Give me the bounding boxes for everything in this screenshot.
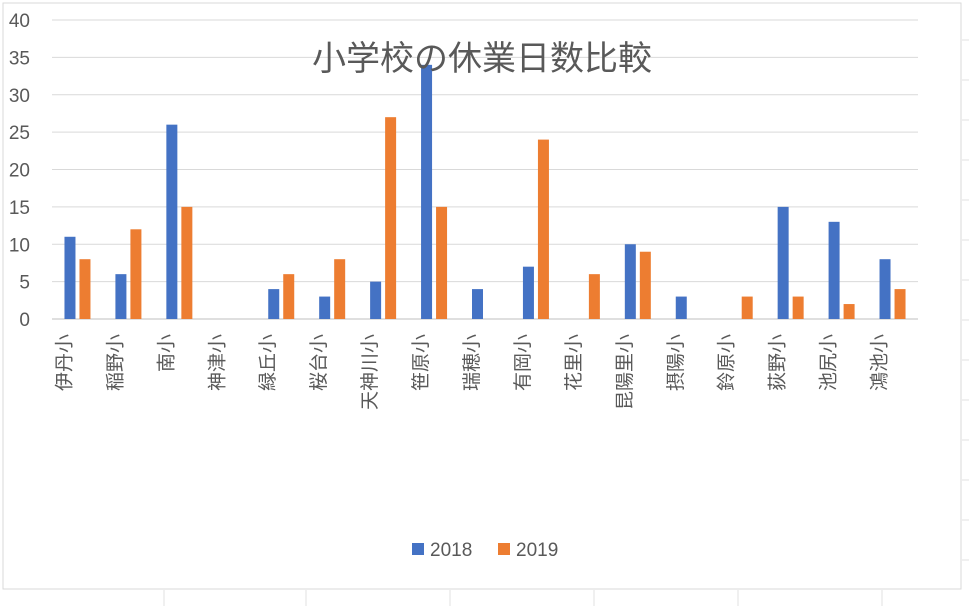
y-tick-label: 40	[9, 11, 30, 32]
x-tick-label: 桜台小	[308, 334, 330, 391]
bar-2018-桜台小	[319, 296, 331, 319]
bar-2018-荻野小	[777, 206, 789, 319]
bar-2019-緑丘小	[283, 274, 295, 319]
chart-title: 小学校の休業日数比較	[312, 39, 652, 79]
sheet-grid	[163, 39, 969, 606]
bar-2018-伊丹小	[64, 236, 76, 319]
bar-2019-花里小	[588, 274, 600, 319]
x-tick-label: 瑞穂小	[461, 334, 483, 391]
x-tick-label: 荻野小	[767, 334, 789, 391]
bar-2018-笹原小	[421, 64, 433, 319]
y-tick-label: 35	[9, 48, 30, 69]
x-tick-label: 鈴原小	[716, 334, 738, 391]
bar-2018-天神川小	[370, 281, 382, 319]
bar-2019-鴻池小	[894, 289, 906, 319]
bar-2018-鴻池小	[879, 259, 891, 319]
x-tick-label: 有岡小	[512, 334, 534, 391]
bar-2018-有岡小	[522, 266, 534, 319]
gridlines	[52, 19, 918, 320]
bar-2018-摂陽小	[675, 296, 687, 319]
bar-2019-有岡小	[537, 139, 549, 319]
x-tick-label: 鴻池小	[869, 334, 891, 391]
bar-2018-緑丘小	[268, 289, 280, 319]
bar-2019-稲野小	[130, 229, 142, 319]
y-tick-label: 0	[19, 310, 30, 331]
legend-label-2019: 2019	[516, 540, 558, 561]
bar-2019-天神川小	[385, 117, 397, 319]
x-tick-label: 天神川小	[359, 334, 381, 410]
y-tick-label: 10	[9, 235, 30, 256]
bar-2019-昆陽里小	[639, 251, 651, 319]
legend: 2018 2019	[412, 540, 558, 561]
x-axis-labels: 伊丹小 稲野小 南小 神津小 緑丘小 桜台小 天神川小 笹原小 瑞穂小 有岡小 花里小 昆陽里小 摂陽小…	[53, 334, 890, 410]
x-tick-label: 南小	[155, 334, 177, 372]
y-tick-label: 20	[9, 161, 30, 182]
bar-2018-池尻小	[828, 221, 840, 319]
bar-2019-鈴原小	[741, 296, 753, 319]
y-tick-label: 15	[9, 198, 30, 219]
bar-2018-昆陽里小	[624, 244, 636, 319]
x-tick-label: 神津小	[206, 334, 228, 391]
bar-2018-南小	[166, 124, 178, 320]
bars	[64, 64, 906, 320]
x-tick-label: 笹原小	[410, 334, 432, 391]
bar-2019-荻野小	[792, 296, 804, 319]
x-tick-label: 池尻小	[818, 334, 840, 391]
x-tick-label: 花里小	[563, 334, 585, 391]
y-tick-label: 25	[9, 123, 30, 144]
y-tick-label: 30	[9, 86, 30, 107]
bar-2019-池尻小	[843, 304, 855, 319]
legend-swatch-2018	[412, 543, 424, 555]
bar-2019-桜台小	[334, 259, 346, 319]
legend-label-2018: 2018	[430, 540, 472, 561]
y-tick-label: 5	[19, 273, 30, 294]
x-tick-label: 摂陽小	[665, 334, 687, 391]
x-tick-label: 緑丘小	[257, 334, 279, 391]
bar-2019-伊丹小	[79, 259, 91, 319]
x-tick-label: 伊丹小	[53, 334, 75, 391]
legend-swatch-2019	[498, 543, 510, 555]
bar-2019-笹原小	[436, 206, 448, 319]
y-axis-ticks: 0 5 10 15 20 25 30 35 40	[9, 11, 30, 331]
bar-2019-南小	[181, 206, 193, 319]
bar-2018-稲野小	[115, 274, 127, 319]
x-tick-label: 昆陽里小	[614, 334, 636, 410]
x-tick-label: 稲野小	[104, 334, 126, 391]
bar-2018-瑞穂小	[472, 289, 483, 319]
